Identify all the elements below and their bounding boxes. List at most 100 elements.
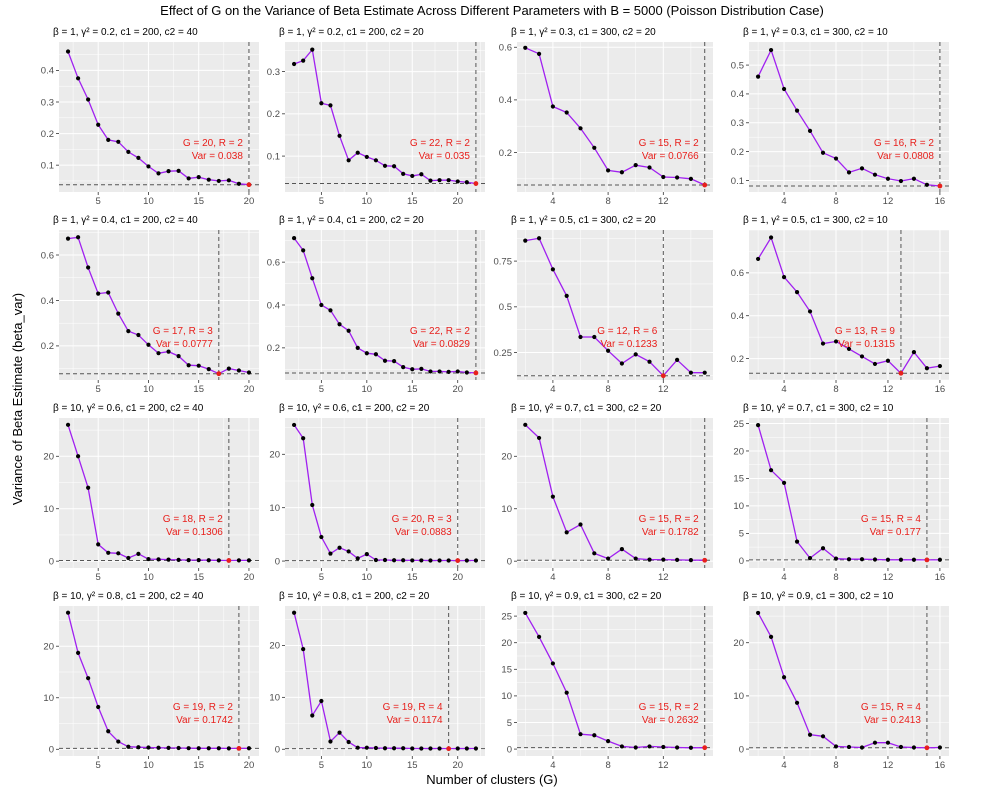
x-tick-label: 4 [550, 572, 555, 583]
data-point [550, 267, 555, 272]
data-point [364, 745, 369, 750]
strip-label: β = 1, γ² = 0.2, c1 = 200, c2 = 20 [279, 27, 424, 38]
x-tick-label: 12 [658, 760, 669, 771]
y-tick-label: 0.4 [499, 95, 512, 106]
data-point [126, 555, 131, 561]
data-point [126, 329, 131, 334]
data-point [937, 363, 943, 369]
data-point [410, 746, 415, 751]
data-point [196, 175, 201, 180]
data-point [911, 350, 917, 355]
data-point [236, 368, 241, 373]
panel-8: β = 1, γ² = 0.5, c1 = 300, c2 = 10 4 8 12 16… [731, 215, 949, 395]
data-point [536, 435, 542, 441]
data-point [410, 173, 415, 179]
panel-6: β = 1, γ² = 0.4, c1 = 200, c2 = 20 5 10 15 2… [267, 215, 485, 395]
data-point [106, 729, 111, 734]
data-point [136, 551, 141, 556]
data-point [146, 342, 151, 347]
x-tick-label: 20 [244, 760, 255, 771]
data-point [86, 676, 91, 681]
panel-background [285, 606, 485, 756]
panel-14: β = 10, γ² = 0.8, c1 = 200, c2 = 20 5 10 15… [269, 591, 485, 771]
data-point [605, 556, 611, 561]
data-point [633, 352, 638, 357]
strip-label: β = 1, γ² = 0.3, c1 = 300, c2 = 10 [743, 27, 888, 38]
data-point [419, 558, 424, 563]
x-tick-label: 5 [319, 572, 324, 583]
y-tick-label: 25 [501, 611, 512, 622]
y-tick-label: 0.4 [267, 300, 280, 311]
data-point [364, 351, 369, 356]
y-tick-label: 0.5 [499, 302, 512, 313]
data-point [437, 178, 442, 183]
x-tick-label: 20 [452, 384, 463, 395]
y-tick-label: 10 [733, 501, 744, 512]
y-tick-label: 0 [49, 745, 54, 756]
data-point [647, 744, 652, 749]
data-point [75, 650, 81, 656]
y-tick-label: 0.6 [499, 43, 512, 54]
x-tick-label: 20 [244, 196, 255, 207]
data-point [859, 557, 865, 562]
y-tick-label: 20 [43, 642, 54, 653]
data-point [156, 351, 161, 356]
data-point [872, 172, 878, 177]
annotation-var: Var = 0.1315 [838, 339, 895, 350]
data-point [156, 745, 161, 750]
data-point [437, 558, 442, 563]
x-tick-label: 15 [193, 196, 204, 207]
panel-background [59, 606, 259, 756]
data-point [206, 746, 211, 751]
data-point [337, 322, 342, 327]
data-point [633, 745, 638, 750]
data-point [833, 744, 839, 749]
data-point [65, 610, 71, 615]
data-point [675, 557, 680, 562]
data-point [96, 122, 101, 127]
data-point [807, 309, 813, 314]
data-point [146, 164, 151, 169]
data-point [675, 175, 680, 180]
y-tick-label: 0 [275, 745, 280, 756]
data-point [86, 485, 91, 490]
panel-background [59, 418, 259, 568]
data-point [310, 713, 315, 718]
annotation-var: Var = 0.1742 [176, 715, 233, 726]
y-axis-title: Variance of Beta Estimate (beta_var) [10, 293, 25, 505]
data-point [291, 610, 297, 615]
x-tick-label: 10 [362, 572, 373, 583]
data-point [65, 422, 71, 427]
strip-label: β = 10, γ² = 0.8, c1 = 200, c2 = 40 [53, 591, 204, 602]
data-point [833, 156, 839, 161]
data-point [578, 126, 583, 131]
data-point [75, 454, 81, 459]
data-point [301, 58, 306, 63]
data-point [755, 74, 761, 79]
data-point [523, 238, 528, 243]
panel-background [285, 418, 485, 568]
data-point [464, 746, 469, 751]
x-tick-label: 10 [362, 384, 373, 395]
data-point [885, 176, 891, 181]
data-point [355, 150, 360, 155]
y-tick-label: 10 [269, 503, 280, 514]
x-tick-label: 10 [362, 196, 373, 207]
data-point [661, 744, 666, 750]
data-point [633, 556, 638, 561]
annotation-g-r: G = 13, R = 9 [835, 326, 895, 337]
x-tick-label: 8 [833, 196, 838, 207]
optimal-point [473, 370, 479, 376]
data-point [688, 370, 694, 375]
data-point [401, 171, 406, 176]
panel-3: β = 1, γ² = 0.3, c1 = 300, c2 = 20 4 8 12 0.… [499, 27, 713, 207]
y-tick-label: 20 [501, 638, 512, 649]
y-tick-label: 10 [501, 691, 512, 702]
data-point [391, 558, 397, 563]
data-point [768, 634, 774, 639]
data-point [647, 359, 652, 364]
data-point [675, 745, 680, 750]
data-point [702, 370, 707, 375]
data-point [373, 352, 379, 357]
data-point [794, 539, 800, 544]
